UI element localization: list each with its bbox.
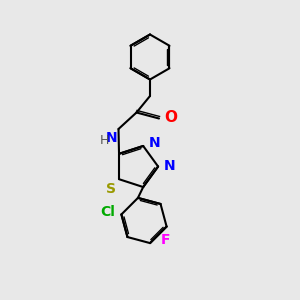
Text: N: N (164, 160, 176, 173)
Text: F: F (160, 232, 170, 247)
Text: H: H (100, 134, 109, 147)
Text: O: O (164, 110, 177, 124)
Text: Cl: Cl (100, 205, 115, 219)
Text: N: N (148, 136, 160, 150)
Text: N: N (105, 130, 117, 145)
Text: S: S (106, 182, 116, 196)
